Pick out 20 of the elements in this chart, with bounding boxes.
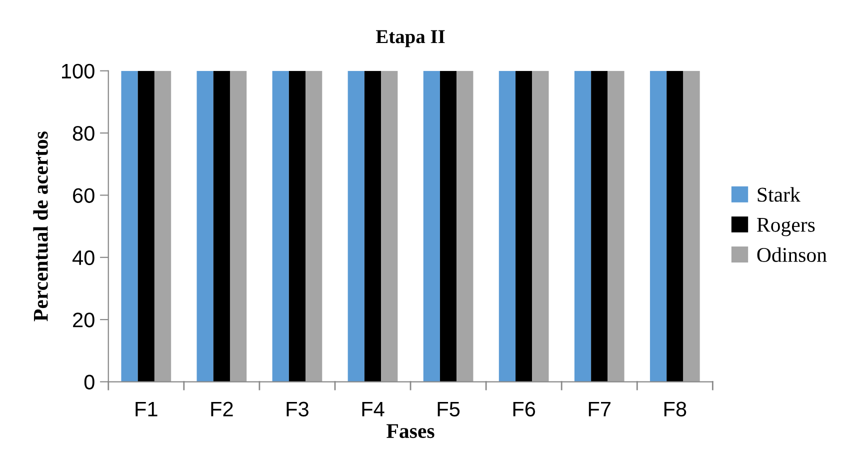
y-tick-label: 100 bbox=[62, 64, 94, 79]
y-axis-title: Percentual de acertos bbox=[33, 132, 48, 322]
legend-label: Stark bbox=[758, 187, 800, 202]
x-tick-label: F1 bbox=[136, 402, 158, 416]
x-tick-label: F7 bbox=[588, 402, 610, 416]
y-tick-label: 40 bbox=[72, 250, 94, 266]
x-axis-title: Fases bbox=[386, 424, 434, 438]
y-tick-label: 0 bbox=[84, 374, 94, 390]
x-tick-label: F6 bbox=[513, 402, 536, 417]
x-tick-label: F8 bbox=[664, 402, 686, 417]
y-tick-label: 60 bbox=[73, 188, 94, 203]
chart-title: Etapa II bbox=[376, 30, 445, 48]
x-tick-label: F5 bbox=[438, 402, 460, 417]
x-tick-label: F4 bbox=[362, 402, 384, 416]
y-tick-label: 80 bbox=[72, 126, 94, 141]
legend-label: Odinson bbox=[757, 247, 827, 262]
x-tick-label: F3 bbox=[286, 402, 308, 417]
y-tick-label: 20 bbox=[73, 312, 94, 328]
x-tick-label: F2 bbox=[211, 402, 233, 416]
legend-label: Rogers bbox=[757, 218, 815, 236]
